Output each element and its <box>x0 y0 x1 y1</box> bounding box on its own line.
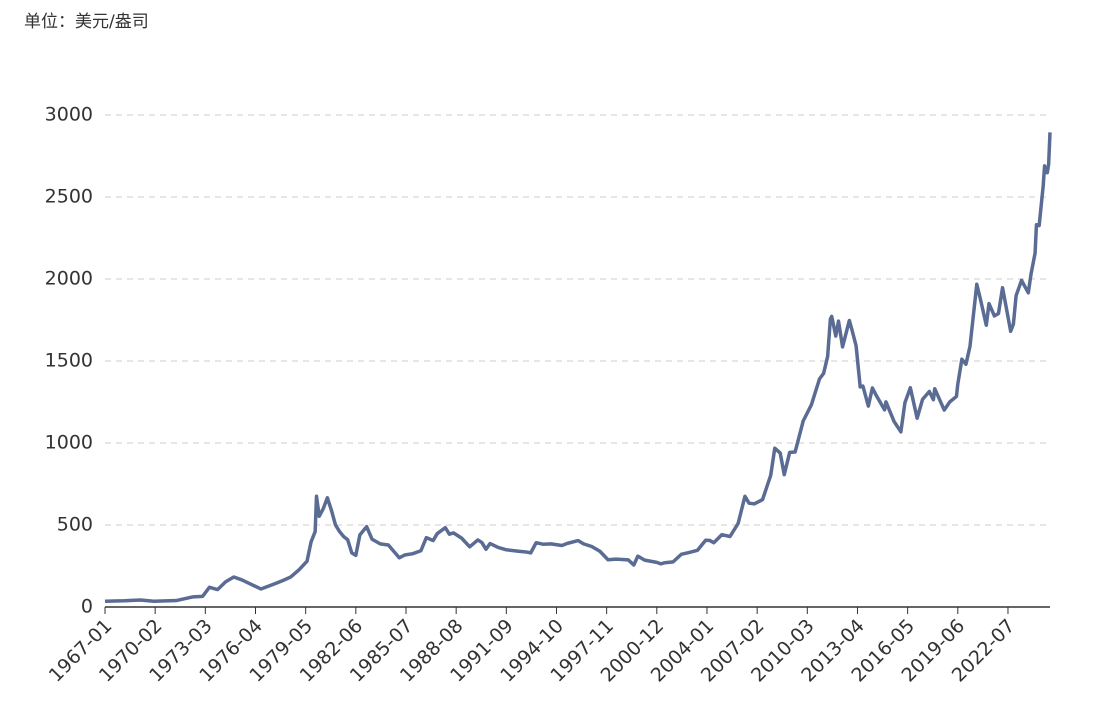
y-tick-label: 2000 <box>45 268 93 290</box>
y-tick-label: 3000 <box>45 104 93 126</box>
unit-label: 单位：美元/盎司 <box>24 12 149 32</box>
y-tick-label: 500 <box>57 514 93 536</box>
y-tick-label: 1500 <box>45 350 93 372</box>
y-tick-label: 2500 <box>45 186 93 208</box>
y-tick-label: 1000 <box>45 432 93 454</box>
price-line <box>104 132 1052 604</box>
y-tick-label: 0 <box>81 596 93 618</box>
